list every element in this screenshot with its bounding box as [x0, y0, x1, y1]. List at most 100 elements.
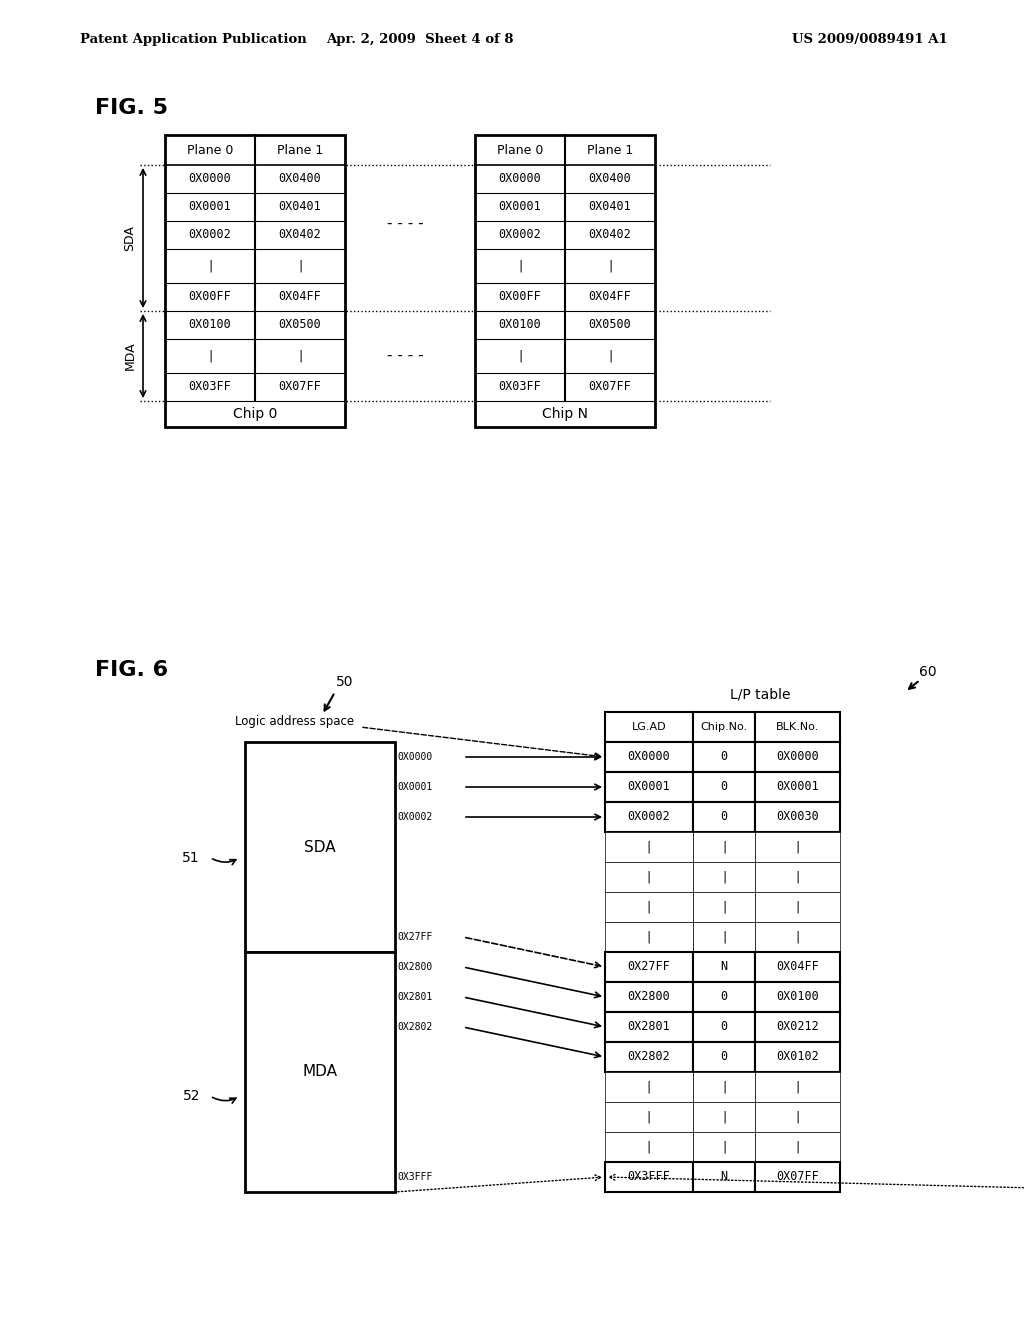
Text: 0X0400: 0X0400 — [279, 173, 322, 186]
Text: |: | — [796, 931, 800, 944]
Text: Plane 1: Plane 1 — [587, 144, 633, 157]
Bar — [693, 742, 755, 772]
Text: 0X0401: 0X0401 — [279, 201, 322, 214]
Bar — [605, 1072, 693, 1102]
Text: |: | — [796, 1110, 800, 1123]
Bar — [605, 921, 693, 952]
Text: Plane 0: Plane 0 — [497, 144, 543, 157]
Text: 0: 0 — [721, 810, 728, 824]
Bar — [605, 772, 693, 803]
Text: |: | — [647, 900, 651, 913]
Text: LG.AD: LG.AD — [632, 722, 667, 733]
Text: 0X00FF: 0X00FF — [499, 290, 542, 304]
Bar — [755, 832, 840, 862]
Text: 0X0100: 0X0100 — [776, 990, 819, 1003]
Bar — [475, 135, 655, 426]
Text: |: | — [796, 841, 800, 854]
Text: |: | — [796, 1140, 800, 1154]
Bar — [605, 892, 693, 921]
Text: 0X3FFF: 0X3FFF — [628, 1171, 671, 1184]
Text: 0X0402: 0X0402 — [279, 228, 322, 242]
Text: L/P table: L/P table — [730, 688, 791, 702]
Text: 0X0002: 0X0002 — [499, 228, 542, 242]
Text: 0X0002: 0X0002 — [628, 810, 671, 824]
Text: |: | — [647, 931, 651, 944]
Text: 0X07FF: 0X07FF — [589, 380, 632, 393]
Text: Chip N: Chip N — [542, 407, 588, 421]
Text: 0: 0 — [721, 1051, 728, 1064]
Text: 60: 60 — [920, 665, 937, 678]
Text: 0X0000: 0X0000 — [628, 751, 671, 763]
Bar — [693, 982, 755, 1012]
Text: |: | — [796, 870, 800, 883]
Text: |: | — [722, 931, 726, 944]
Text: |: | — [796, 900, 800, 913]
Bar — [755, 952, 840, 982]
Text: 0X07FF: 0X07FF — [279, 380, 322, 393]
Bar — [605, 862, 693, 892]
Bar — [605, 803, 693, 832]
Bar — [165, 135, 345, 426]
Bar — [693, 1133, 755, 1162]
Text: 0X0001: 0X0001 — [628, 780, 671, 793]
Text: US 2009/0089491 A1: US 2009/0089491 A1 — [793, 33, 948, 46]
Bar — [755, 711, 840, 742]
Bar — [693, 1102, 755, 1133]
Text: 0X2801: 0X2801 — [628, 1020, 671, 1034]
Text: 0: 0 — [721, 751, 728, 763]
Text: 0X0002: 0X0002 — [397, 812, 432, 822]
Text: |: | — [796, 1081, 800, 1093]
Text: 0X0402: 0X0402 — [589, 228, 632, 242]
Bar — [605, 952, 693, 982]
Text: 0X04FF: 0X04FF — [589, 290, 632, 304]
Text: 0X0001: 0X0001 — [397, 781, 432, 792]
Bar — [605, 711, 693, 742]
Text: 0X0000: 0X0000 — [188, 173, 231, 186]
Text: |: | — [208, 260, 212, 272]
Text: 0X0401: 0X0401 — [589, 201, 632, 214]
Text: 0X2802: 0X2802 — [397, 1022, 432, 1032]
Text: |: | — [722, 870, 726, 883]
Bar — [693, 1041, 755, 1072]
Text: |: | — [647, 1110, 651, 1123]
Text: 0X03FF: 0X03FF — [188, 380, 231, 393]
Bar — [693, 772, 755, 803]
Text: |: | — [518, 350, 522, 363]
Bar — [755, 1133, 840, 1162]
Text: 0X0000: 0X0000 — [397, 752, 432, 762]
Text: |: | — [722, 1110, 726, 1123]
Bar — [755, 862, 840, 892]
Text: 0X0102: 0X0102 — [776, 1051, 819, 1064]
Text: 0X0212: 0X0212 — [776, 1020, 819, 1034]
Text: 0X2802: 0X2802 — [628, 1051, 671, 1064]
Bar — [605, 1133, 693, 1162]
Text: |: | — [647, 1140, 651, 1154]
Text: |: | — [608, 350, 612, 363]
Text: 0X04FF: 0X04FF — [279, 290, 322, 304]
Text: 0X3FFF: 0X3FFF — [397, 1172, 432, 1181]
Text: 0X00FF: 0X00FF — [188, 290, 231, 304]
Text: |: | — [298, 260, 302, 272]
Text: Logic address space: Logic address space — [236, 715, 354, 729]
Text: |: | — [722, 1140, 726, 1154]
Text: Chip.No.: Chip.No. — [700, 722, 748, 733]
Bar — [693, 952, 755, 982]
Text: N: N — [721, 1171, 728, 1184]
Text: 0X0001: 0X0001 — [776, 780, 819, 793]
Text: 51: 51 — [182, 850, 200, 865]
Text: |: | — [208, 350, 212, 363]
Bar — [605, 742, 693, 772]
Text: 0: 0 — [721, 1020, 728, 1034]
Bar — [693, 1072, 755, 1102]
Text: SDA: SDA — [304, 840, 336, 854]
Bar — [693, 711, 755, 742]
Bar — [755, 892, 840, 921]
Text: 0X0100: 0X0100 — [499, 318, 542, 331]
Text: 0X2801: 0X2801 — [397, 993, 432, 1002]
Bar — [605, 1102, 693, 1133]
Bar — [755, 1041, 840, 1072]
Text: 50: 50 — [336, 675, 353, 689]
Text: Apr. 2, 2009  Sheet 4 of 8: Apr. 2, 2009 Sheet 4 of 8 — [327, 33, 514, 46]
Text: 52: 52 — [182, 1089, 200, 1104]
Bar — [693, 921, 755, 952]
